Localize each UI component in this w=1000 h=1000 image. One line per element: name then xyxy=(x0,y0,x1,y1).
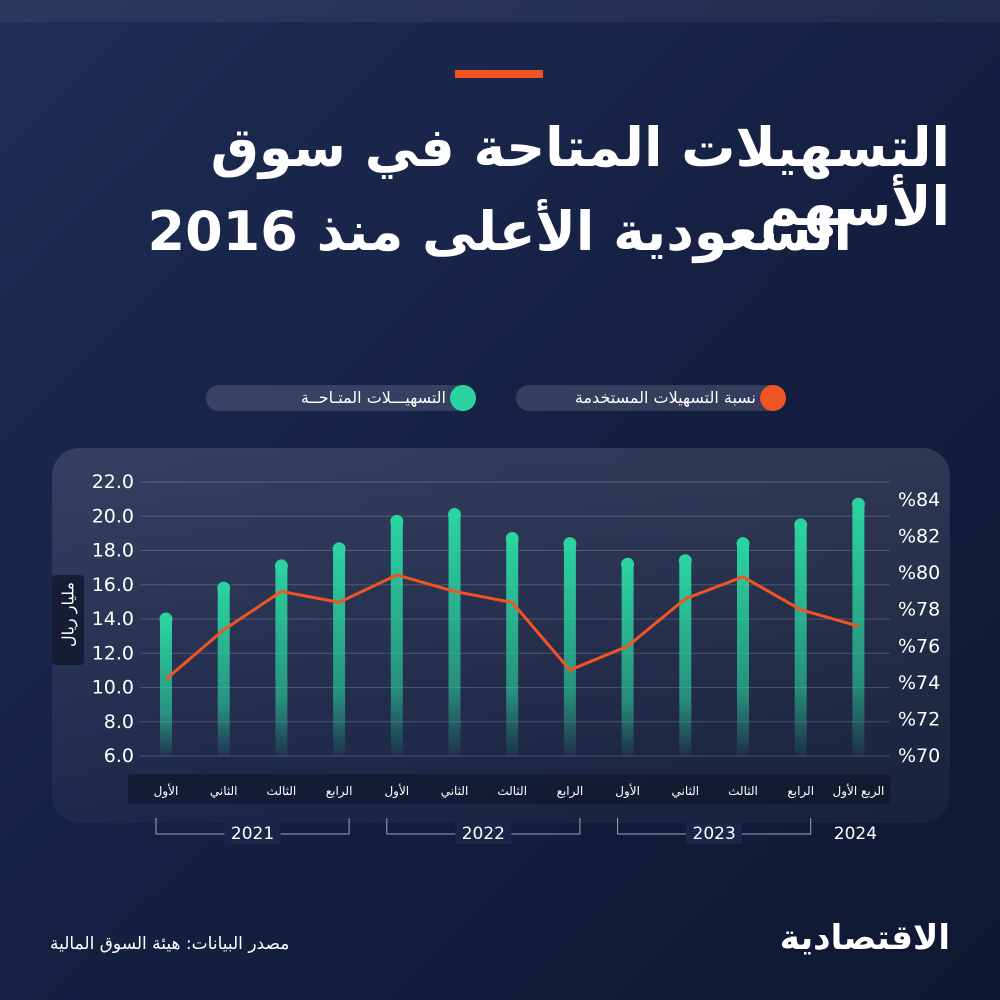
year-label: 2022 xyxy=(462,824,505,844)
y2-tick-label: %80 xyxy=(898,562,940,584)
publisher-logo: الاقتصادية xyxy=(779,918,950,958)
bar-cap xyxy=(332,542,346,556)
title-accent-bar xyxy=(455,70,543,78)
x-tick-label: الربع الأول xyxy=(832,783,884,799)
bar-cap xyxy=(448,508,461,522)
bar xyxy=(275,565,288,756)
bar xyxy=(390,521,403,756)
bar-cap xyxy=(563,537,577,551)
bar xyxy=(621,564,634,756)
y-tick-label: 20.0 xyxy=(92,505,134,527)
bar xyxy=(563,543,576,756)
bar xyxy=(679,560,692,756)
bar xyxy=(737,543,749,756)
legend-used-ratio: نسبة التسهيلات المستخدمة xyxy=(516,385,786,411)
year-label-bg xyxy=(224,822,281,844)
y2-tick-label: %70 xyxy=(898,745,940,767)
y2-tick-label: %74 xyxy=(898,672,940,694)
x-tick-label: الرابع xyxy=(787,784,814,799)
y-axis-label: مليار ريال xyxy=(58,581,78,648)
y-tick-label: 14.0 xyxy=(92,608,134,630)
x-tick-label: الثاني xyxy=(441,784,469,798)
year-label-bg xyxy=(686,822,743,844)
legend-label-used-ratio: نسبة التسهيلات المستخدمة xyxy=(574,388,756,407)
x-tick-label: الثالث xyxy=(728,784,758,798)
year-label: 2024 xyxy=(834,824,877,844)
legend-label-available: التسهيـــلات المتـاحــة xyxy=(300,388,446,407)
year-label-bg xyxy=(455,822,512,844)
x-tick-label: الأول xyxy=(154,783,179,799)
y2-tick-label: %78 xyxy=(898,599,940,621)
bar-cap xyxy=(390,514,404,528)
y-tick-label: 12.0 xyxy=(92,642,134,664)
y-tick-label: 8.0 xyxy=(104,711,134,733)
y2-tick-label: %82 xyxy=(898,526,940,548)
bar-cap xyxy=(217,581,231,595)
title-line-2: السعودية الأعلى منذ 2016 xyxy=(147,200,852,263)
bar xyxy=(217,588,230,756)
bar xyxy=(506,538,519,756)
y-axis-label-box xyxy=(52,575,84,665)
bar-cap xyxy=(505,532,519,546)
y2-tick-label: %72 xyxy=(898,708,940,730)
bar xyxy=(448,514,461,756)
bar-cap xyxy=(621,557,635,571)
x-tick-label: الأول xyxy=(615,783,640,799)
legend-available: التسهيـــلات المتـاحــة xyxy=(206,385,476,411)
x-tick-label: الرابع xyxy=(557,784,584,799)
bar-cap xyxy=(274,559,288,573)
year-label: 2023 xyxy=(693,824,736,844)
bar xyxy=(333,548,346,756)
bar-cap xyxy=(851,497,865,511)
bar-cap xyxy=(159,612,173,626)
legend-swatch-available xyxy=(450,385,476,411)
source-note: مصدر البيانات: هيئة السوق المالية xyxy=(50,934,290,954)
y2-tick-label: %76 xyxy=(898,635,940,657)
bar-cap xyxy=(794,518,808,532)
bar xyxy=(852,504,865,756)
title-line-1: التسهيلات المتاحة في سوق الأسهم xyxy=(210,116,950,239)
x-tick-label: الثاني xyxy=(210,784,238,798)
x-tick-label: الثالث xyxy=(497,784,527,798)
bar-cap xyxy=(678,554,692,568)
bar xyxy=(794,524,807,756)
y-tick-label: 22.0 xyxy=(92,471,134,493)
bar xyxy=(160,619,172,756)
bar-cap xyxy=(736,537,750,551)
x-axis-strip xyxy=(128,774,890,804)
y-tick-label: 16.0 xyxy=(92,574,134,596)
x-tick-label: الثالث xyxy=(267,784,297,798)
y-tick-label: 18.0 xyxy=(92,540,134,562)
y-tick-label: 6.0 xyxy=(104,745,134,767)
x-tick-label: الأول xyxy=(384,783,409,799)
x-tick-label: الرابع xyxy=(326,784,353,799)
year-label: 2021 xyxy=(231,824,274,844)
y-tick-label: 10.0 xyxy=(92,677,134,699)
legend-swatch-used-ratio xyxy=(760,385,786,411)
x-tick-label: الثاني xyxy=(671,784,699,798)
y2-tick-label: %84 xyxy=(898,489,940,511)
